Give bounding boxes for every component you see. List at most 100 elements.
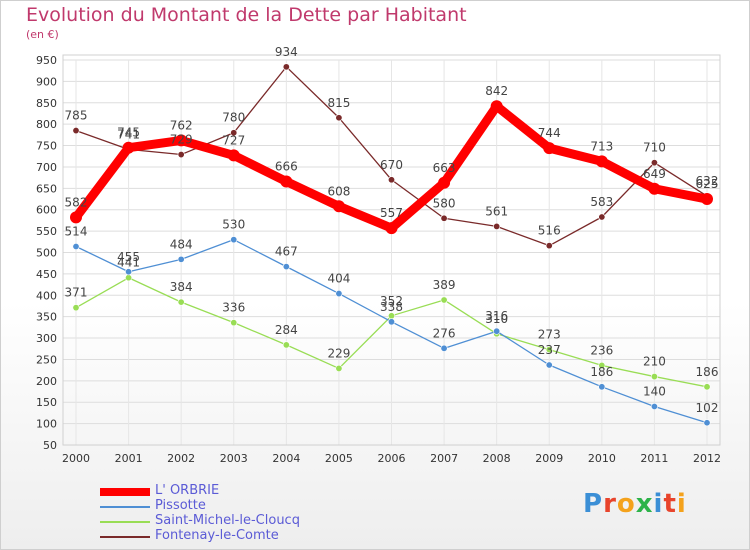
data-point-3: [440, 296, 448, 304]
data-point-1: [122, 141, 135, 154]
data-label: 229: [327, 346, 350, 360]
x-tick-label: 2000: [62, 452, 90, 465]
x-tick-label: 2004: [272, 452, 300, 465]
data-point-4: [493, 222, 501, 230]
legend-label: Saint-Michel-le-Cloucq: [155, 513, 300, 528]
data-label: 236: [590, 343, 613, 357]
data-point-2: [545, 361, 553, 369]
data-label: 316: [485, 309, 508, 323]
legend-swatch: [100, 536, 150, 538]
data-label: 780: [222, 111, 245, 125]
brand-letter: r: [603, 489, 617, 519]
data-label: 530: [222, 218, 245, 232]
data-label: 276: [433, 326, 456, 340]
x-tick-label: 2003: [220, 452, 248, 465]
data-label: 338: [380, 300, 403, 314]
data-label: 404: [327, 272, 350, 286]
y-tick-label: 400: [36, 289, 57, 302]
data-label: 632: [696, 174, 719, 188]
data-label: 186: [696, 365, 719, 379]
legend-label: Fontenay-le-Comte: [155, 528, 279, 543]
brand-letter: x: [635, 489, 654, 519]
data-label: 516: [538, 224, 561, 238]
brand-logo: Proxiti: [583, 489, 687, 519]
y-tick-label: 700: [36, 161, 57, 174]
data-label: 273: [538, 328, 561, 342]
data-point-2: [177, 255, 185, 263]
data-point-3: [335, 364, 343, 372]
x-tick-label: 2006: [378, 452, 406, 465]
x-tick-label: 2007: [430, 452, 458, 465]
legend-label: Pissotte: [155, 498, 206, 513]
data-point-1: [595, 155, 608, 168]
data-label: 582: [65, 195, 88, 209]
data-label: 666: [275, 159, 298, 173]
data-point-1: [227, 149, 240, 162]
data-label: 384: [170, 280, 193, 294]
data-point-1: [438, 176, 451, 189]
y-tick-label: 900: [36, 75, 57, 88]
data-point-4: [282, 63, 290, 71]
data-point-2: [493, 327, 501, 335]
brand-letter: o: [616, 489, 636, 519]
data-label: 934: [275, 45, 298, 59]
data-label: 310: [485, 312, 508, 326]
data-label: 467: [275, 245, 298, 259]
data-label: 237: [538, 343, 561, 357]
y-tick-label: 950: [36, 54, 57, 67]
x-tick-label: 2001: [115, 452, 143, 465]
data-label: 608: [327, 184, 350, 198]
data-label: 352: [380, 294, 403, 308]
data-label: 649: [643, 167, 666, 181]
data-point-1: [648, 182, 661, 195]
data-point-3: [177, 298, 185, 306]
data-point-4: [440, 214, 448, 222]
data-label: 284: [275, 323, 298, 337]
data-point-1: [490, 100, 503, 113]
x-tick-label: 2009: [535, 452, 563, 465]
data-point-1: [701, 193, 713, 206]
data-label: 744: [538, 126, 561, 140]
x-tick-label: 2010: [588, 452, 616, 465]
data-label: 785: [65, 109, 88, 123]
data-point-4: [387, 176, 395, 184]
data-point-4: [650, 159, 658, 167]
data-point-2: [282, 263, 290, 271]
data-point-2: [650, 402, 658, 410]
data-label: 371: [65, 286, 88, 300]
data-label: 336: [222, 301, 245, 315]
data-point-3: [230, 319, 238, 327]
brand-letter: P: [583, 489, 604, 519]
y-tick-label: 650: [36, 182, 57, 195]
data-point-2: [387, 318, 395, 326]
y-tick-label: 750: [36, 140, 57, 153]
data-label: 210: [643, 355, 666, 369]
data-label: 625: [696, 177, 719, 191]
y-tick-label: 200: [36, 375, 57, 388]
x-tick-label: 2005: [325, 452, 353, 465]
data-point-1: [280, 175, 293, 188]
y-tick-label: 350: [36, 311, 57, 324]
data-label: 710: [643, 141, 666, 155]
x-tick-label: 2012: [693, 452, 721, 465]
data-label: 815: [327, 96, 350, 110]
data-point-1: [543, 142, 556, 155]
chart-unit: (en €): [26, 28, 59, 41]
y-tick-label: 550: [36, 225, 57, 238]
data-label: 102: [696, 401, 719, 415]
data-point-4: [598, 213, 606, 221]
data-label: 842: [485, 84, 508, 98]
y-tick-label: 300: [36, 332, 57, 345]
x-tick-label: 2011: [640, 452, 668, 465]
data-label: 514: [65, 225, 88, 239]
x-tick-label: 2002: [167, 452, 195, 465]
data-label: 727: [222, 133, 245, 147]
y-tick-label: 800: [36, 118, 57, 131]
legend-swatch: [100, 506, 150, 508]
data-point-4: [72, 127, 80, 135]
data-label: 762: [170, 118, 193, 132]
y-tick-label: 250: [36, 353, 57, 366]
data-label: 484: [170, 237, 193, 251]
